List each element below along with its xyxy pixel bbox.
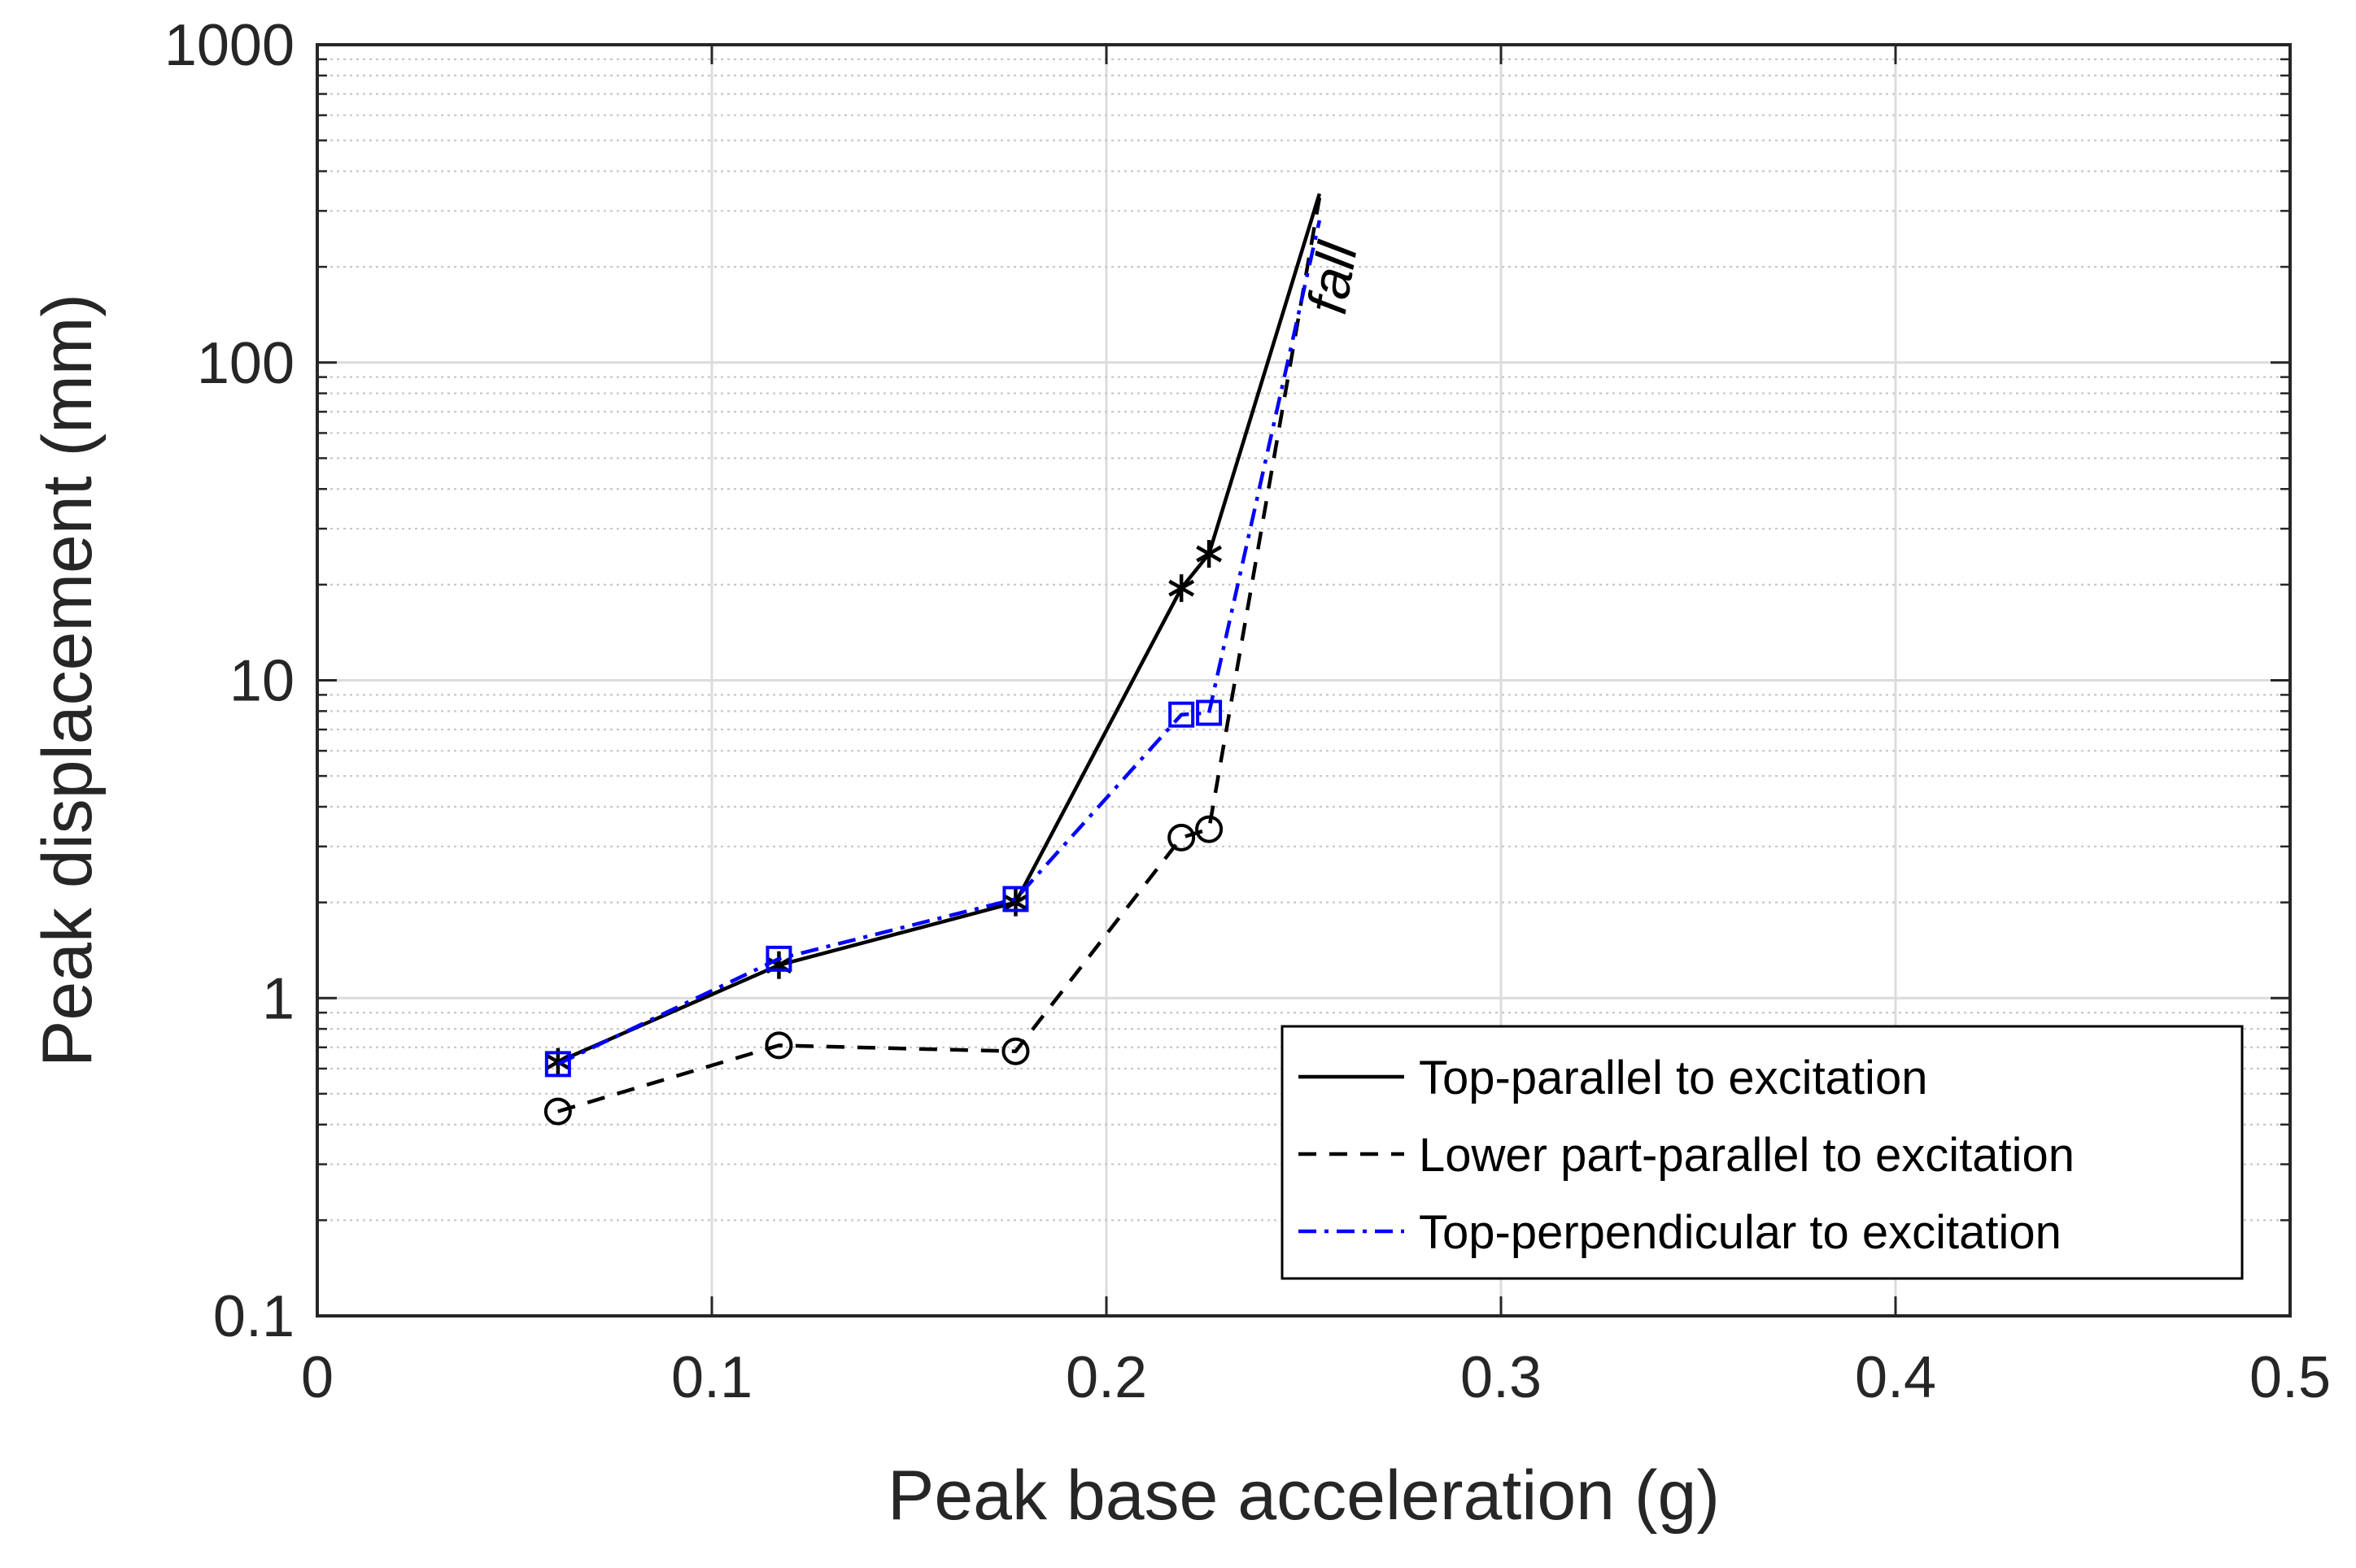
series-marker — [1168, 574, 1195, 603]
series-marker — [544, 1051, 571, 1078]
series-marker — [1167, 823, 1196, 852]
series-1 — [544, 193, 1322, 1076]
series-marker — [1196, 699, 1223, 726]
series-marker — [1002, 886, 1029, 912]
asterisk-stroke — [1196, 545, 1223, 563]
series-line — [556, 193, 1322, 1064]
y-axis-label: Peak displacement (mm) — [28, 294, 107, 1067]
y-tick-label: 0.1 — [213, 1284, 294, 1349]
series-marker — [1001, 1037, 1030, 1065]
series-marker — [1196, 540, 1223, 568]
series-marker — [1168, 701, 1195, 728]
x-tick-label: 0.5 — [2249, 1345, 2331, 1410]
asterisk-stroke — [1168, 579, 1195, 597]
x-tick-label: 0 — [301, 1345, 334, 1410]
asterisk-stroke — [1002, 894, 1029, 912]
series-line — [556, 220, 1322, 1066]
series-marker — [766, 945, 792, 972]
x-axis-label: Peak base acceleration (g) — [888, 1457, 1720, 1535]
series-layer — [543, 193, 1322, 1126]
series-3 — [544, 220, 1322, 1078]
series-marker — [543, 1097, 572, 1126]
y-tick-label: 1 — [262, 966, 294, 1031]
y-tick-label: 10 — [229, 649, 294, 714]
series-line — [557, 197, 1322, 1113]
y-tick-label: 100 — [197, 331, 294, 396]
asterisk-stroke — [544, 1053, 571, 1071]
series-marker — [765, 1031, 793, 1060]
y-tick-label: 1000 — [164, 13, 294, 78]
legend-label-2: Lower part-parallel to excitation — [1419, 1129, 2075, 1182]
x-tick-label: 0.2 — [1066, 1345, 1147, 1410]
legend-label-3: Top-perpendicular to excitation — [1419, 1206, 2062, 1259]
legend: Top-parallel to excitation Lower part-par… — [1281, 1025, 2244, 1280]
x-tick-label: 0.1 — [671, 1345, 753, 1410]
legend-label-1: Top-parallel to excitation — [1419, 1052, 1927, 1104]
annotation-fall: fall — [1296, 237, 1369, 319]
grid — [317, 45, 2290, 1316]
x-tick-label: 0.3 — [1460, 1345, 1542, 1410]
series-2 — [543, 197, 1322, 1126]
x-tick-label: 0.4 — [1855, 1345, 1936, 1410]
legend-box — [1281, 1025, 2244, 1280]
series-marker — [1195, 815, 1224, 843]
